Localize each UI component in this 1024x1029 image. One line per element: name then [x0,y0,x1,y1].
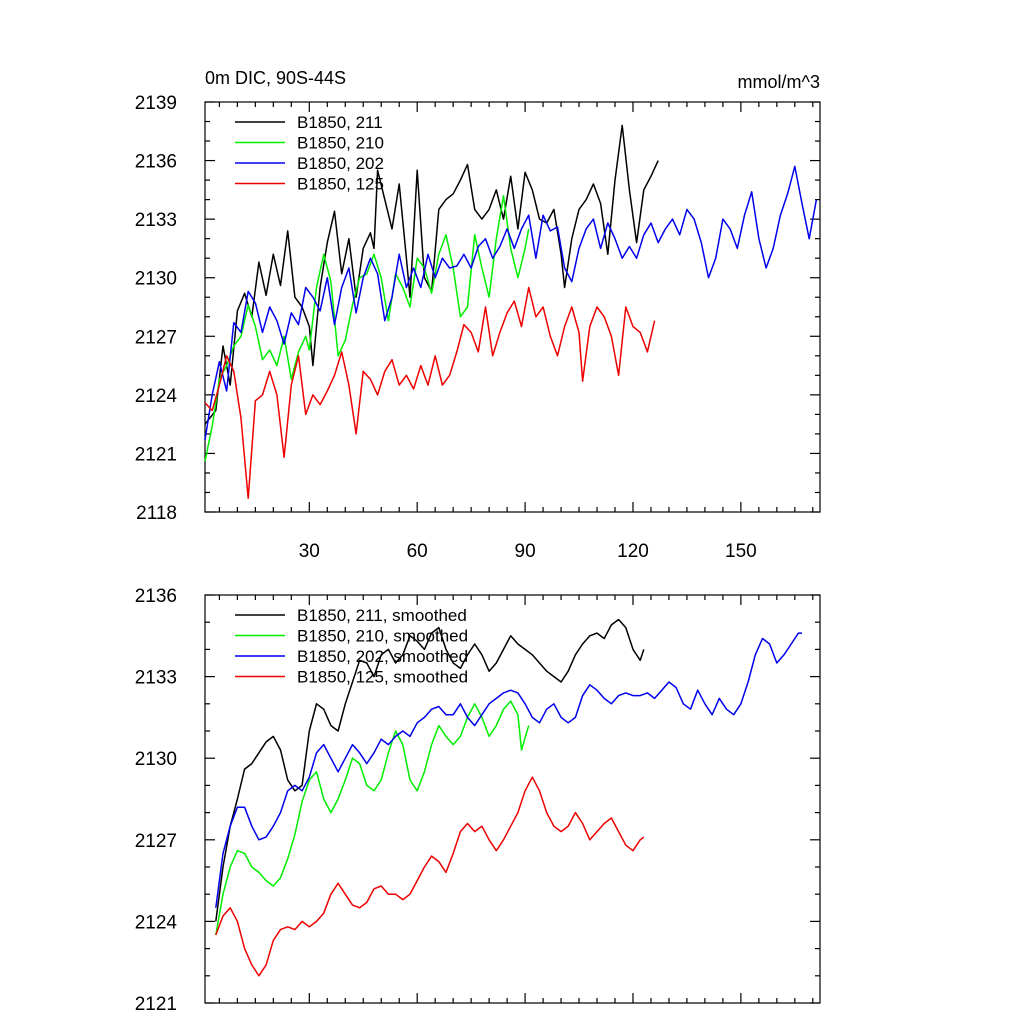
bottom-series-line-2 [215,632,802,908]
top-series-line-2 [204,165,818,440]
top-xtick-label: 150 [725,541,757,562]
top-ytick-label: 2127 [135,327,177,348]
bottom-series-line-0 [215,618,645,922]
bottom-legend-label-2: B1850, 202, smoothed [297,647,468,666]
bottom-series-line-1 [215,700,530,936]
bottom-panel: 2121 2124 2127 2130 2133 2136 B1850, 211, smoo… [135,586,821,1015]
bottom-ytick-label: 2124 [135,912,178,933]
bottom-ytick-label: 2121 [135,994,177,1015]
bottom-ytick-label: 2130 [135,749,177,770]
top-legend-label-2: B1850, 202 [297,154,384,173]
top-xtick-label: 120 [617,541,649,562]
bottom-legend-label-1: B1850, 210, smoothed [297,627,468,646]
top-legend-label-3: B1850, 125 [297,175,384,194]
top-ytick-label: 2130 [135,269,177,290]
top-ytick-label: 2139 [135,93,177,114]
chart-title-left: 0m DIC, 90S-44S [205,68,346,88]
top-ytick-label: 2136 [135,152,177,173]
top-plot-frame [204,101,821,513]
bottom-plot-frame [204,594,821,1004]
chart-units-label: mmol/m^3 [738,72,820,92]
top-legend-label-1: B1850, 210 [297,134,384,153]
bottom-legend-label-3: B1850, 125, smoothed [297,668,468,687]
top-ytick-label: 2133 [135,210,177,231]
top-xtick-label: 90 [515,541,536,562]
bottom-series-line-3 [215,776,645,977]
bottom-ytick-label: 2136 [135,586,177,607]
bottom-ytick-label: 2133 [135,668,177,689]
top-series-line-0 [204,124,659,425]
top-ytick-label: 2118 [136,503,177,524]
top-legend-label-0: B1850, 211 [297,113,383,132]
top-series-line-3 [204,286,656,500]
top-ytick-label: 2121 [135,444,177,465]
top-xtick-label: 30 [299,541,320,562]
top-ytick-label: 2124 [135,386,178,407]
top-series-line-1 [204,194,530,462]
top-panel: 2118 2121 2124 2127 2130 2133 2136 2139 30 60 90 12… [135,68,821,562]
bottom-ytick-label: 2127 [135,831,177,852]
bottom-legend-label-0: B1850, 211, smoothed [297,606,467,625]
top-xtick-label: 60 [407,541,428,562]
